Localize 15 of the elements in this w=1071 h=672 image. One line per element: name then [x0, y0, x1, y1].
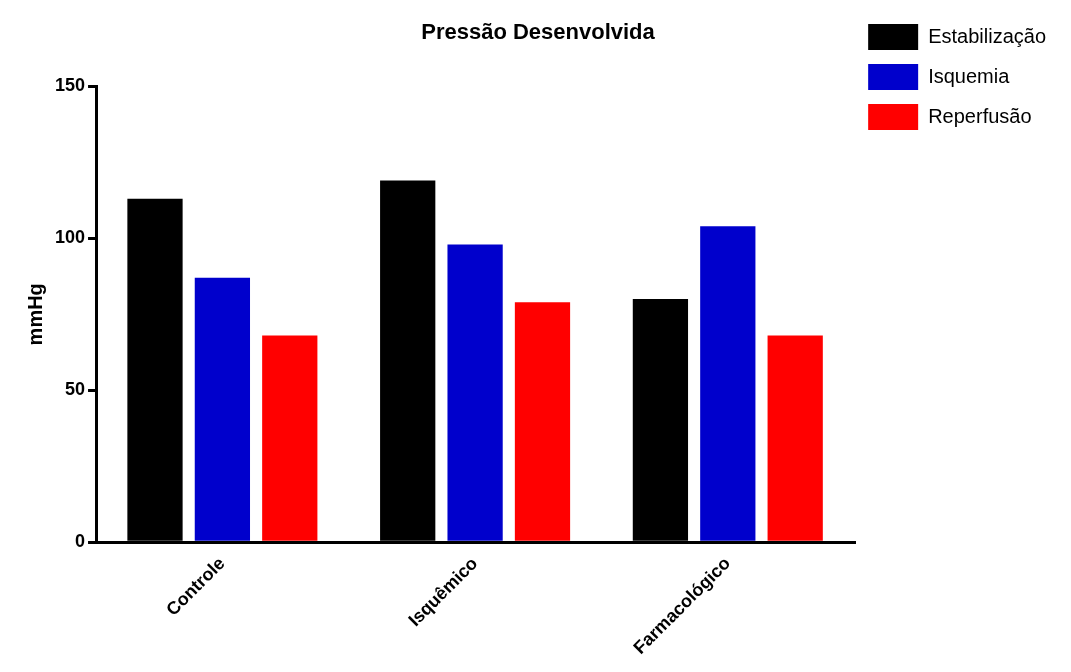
y-tick-label: 50 [65, 379, 86, 400]
bar [767, 335, 823, 541]
y-tick-label: 150 [54, 75, 86, 96]
legend-label: Reperfusão [928, 104, 1032, 127]
bar [700, 226, 756, 541]
y-tick-label: 0 [75, 531, 86, 552]
bar [447, 244, 503, 541]
legend-label: Estabilização [928, 24, 1046, 47]
legend-label: Isquemia [928, 64, 1011, 87]
y-axis-title: mmHg [23, 283, 46, 346]
chart-title: Pressão Desenvolvida [421, 19, 656, 45]
bar [514, 302, 571, 541]
bar [262, 335, 318, 541]
bar [194, 277, 251, 541]
y-tick-label: 100 [54, 227, 86, 248]
